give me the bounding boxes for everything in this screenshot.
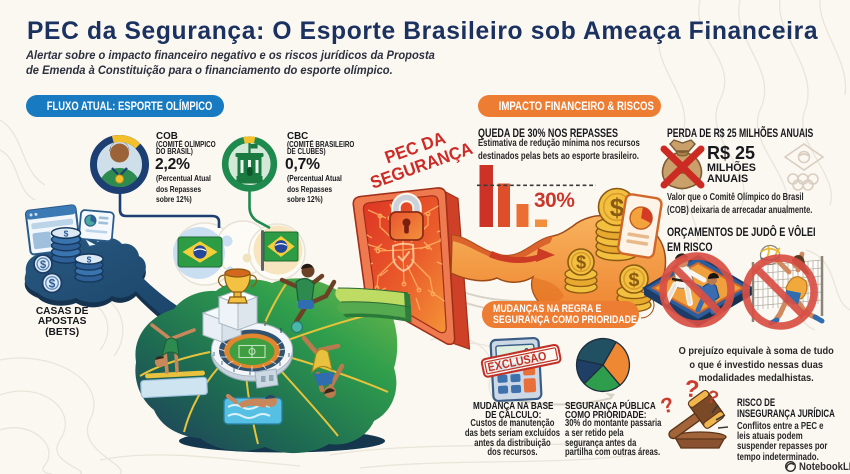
- svg-text:?: ?: [705, 386, 721, 408]
- svg-text:?: ?: [683, 375, 700, 403]
- svg-text:$: $: [87, 255, 92, 265]
- svg-text:$: $: [49, 276, 56, 290]
- svg-text:?: ?: [658, 393, 676, 419]
- svg-text:$: $: [64, 229, 69, 239]
- svg-text:$: $: [576, 253, 586, 273]
- svg-text:$: $: [40, 259, 46, 271]
- svg-text:$: $: [629, 269, 640, 291]
- svg-text:$: $: [610, 194, 625, 222]
